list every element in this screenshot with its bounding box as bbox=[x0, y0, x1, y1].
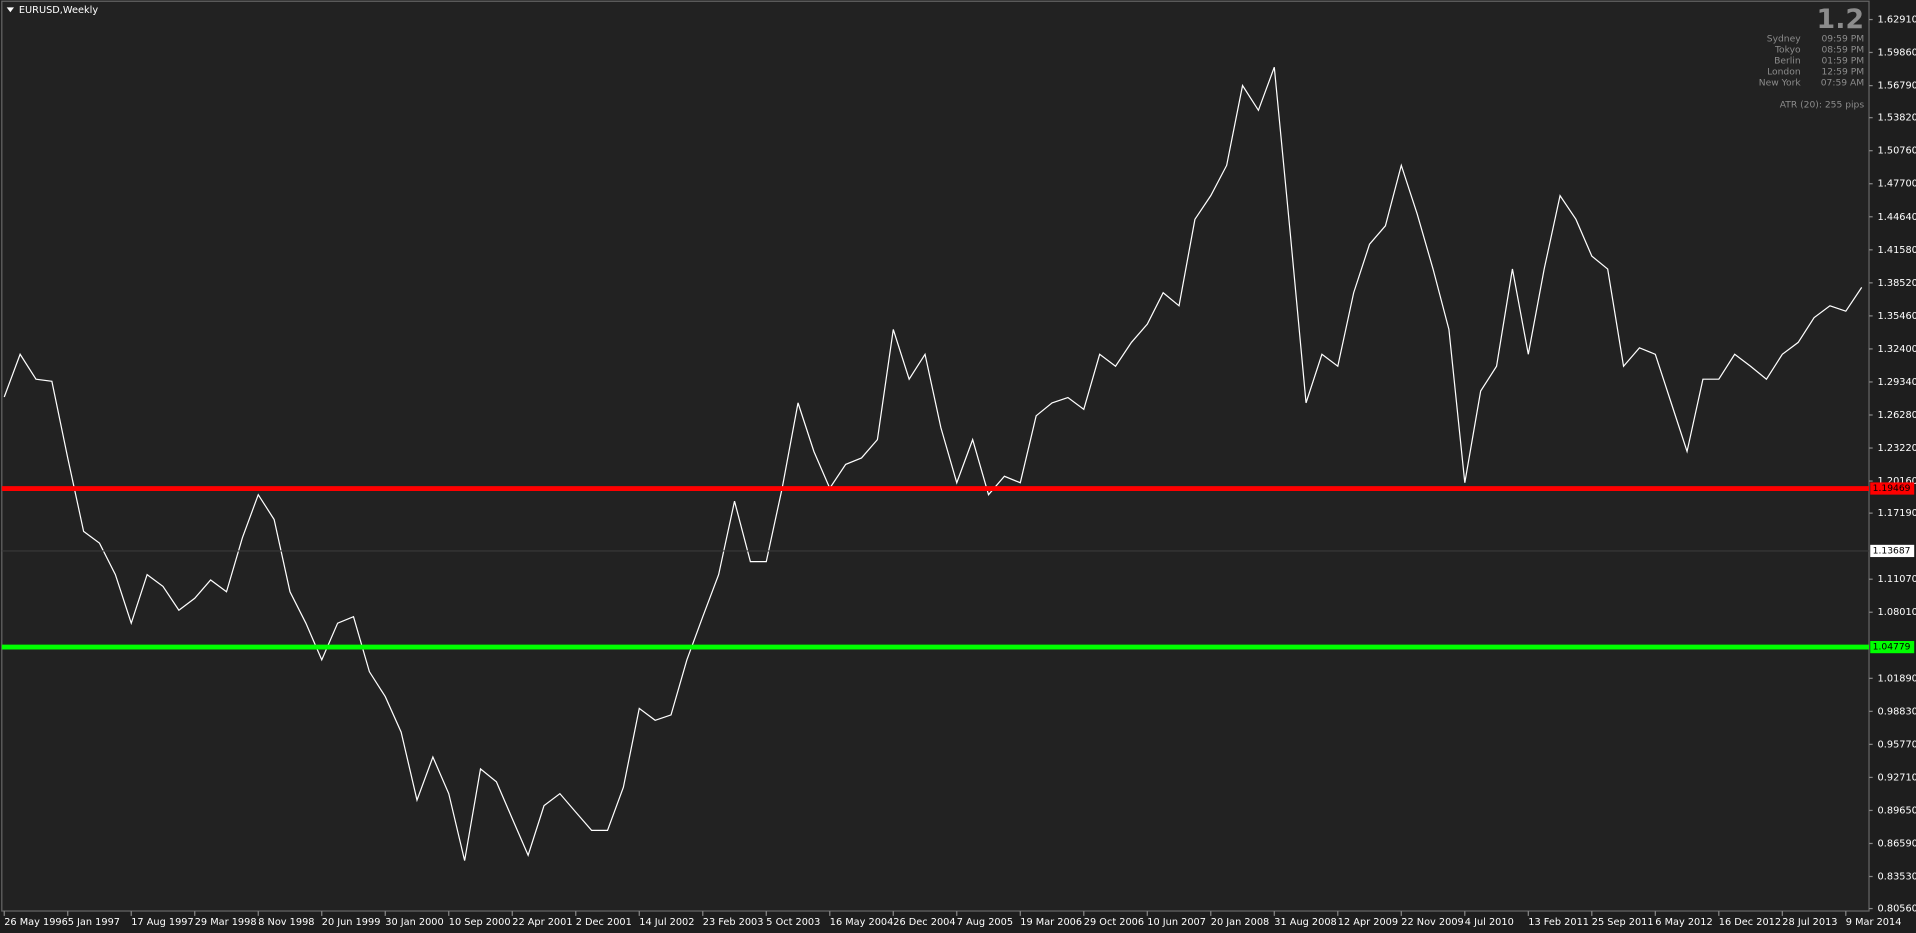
plot-area bbox=[1, 0, 1870, 912]
x-tick-label: 25 Sep 2011 bbox=[1592, 917, 1654, 928]
atr-label: ATR (20): 255 pips bbox=[1780, 101, 1865, 111]
dropdown-icon[interactable] bbox=[6, 7, 15, 13]
y-tick-label: 0.86590 bbox=[1878, 838, 1916, 849]
session-time: 07:59 AM bbox=[1821, 79, 1864, 89]
y-tick-label: 0.98830 bbox=[1878, 706, 1916, 717]
y-tick-label: 1.11070 bbox=[1878, 574, 1916, 585]
x-tick-label: 13 Feb 2011 bbox=[1528, 917, 1589, 928]
x-tick-label: 30 Jan 2000 bbox=[385, 917, 443, 928]
x-tick-label: 22 Nov 2009 bbox=[1401, 917, 1463, 928]
chart-title: EURUSD,Weekly bbox=[19, 5, 98, 16]
y-tick-label: 0.89650 bbox=[1878, 805, 1916, 816]
y-tick-label: 1.35460 bbox=[1878, 311, 1916, 322]
price-tag-label: 1.19469 bbox=[1873, 484, 1911, 494]
session-time: 08:59 PM bbox=[1821, 46, 1864, 56]
x-tick-label: 19 Mar 2006 bbox=[1020, 917, 1082, 928]
x-tick-label: 10 Sep 2000 bbox=[449, 917, 511, 928]
y-tick-label: 1.38520 bbox=[1878, 278, 1916, 289]
session-city: London bbox=[1767, 68, 1801, 78]
y-tick-label: 0.80560 bbox=[1878, 904, 1916, 915]
y-tick-label: 1.50760 bbox=[1878, 146, 1916, 157]
session-time: 09:59 PM bbox=[1821, 35, 1864, 45]
y-tick-label: 1.01890 bbox=[1878, 673, 1916, 684]
x-tick-label: 5 Jan 1997 bbox=[68, 917, 120, 928]
session-time: 12:59 PM bbox=[1821, 68, 1864, 78]
x-tick-label: 26 May 1996 bbox=[4, 917, 68, 928]
y-tick-label: 1.23220 bbox=[1878, 443, 1916, 454]
x-tick-label: 8 Nov 1998 bbox=[258, 917, 314, 928]
price-tag-label: 1.04779 bbox=[1873, 643, 1911, 653]
clock-price: 1.2 bbox=[1817, 4, 1865, 35]
price-tag bbox=[1870, 482, 1915, 495]
x-tick-label: 29 Oct 2006 bbox=[1084, 917, 1144, 928]
x-tick-label: 16 May 2004 bbox=[830, 917, 894, 928]
y-tick-label: 1.47700 bbox=[1878, 179, 1916, 190]
price-tag bbox=[1870, 544, 1915, 558]
session-time: 01:59 PM bbox=[1821, 57, 1864, 67]
y-tick-label: 1.44640 bbox=[1878, 212, 1916, 223]
y-tick-label: 1.32400 bbox=[1878, 344, 1916, 355]
y-tick-label: 1.29340 bbox=[1878, 377, 1916, 388]
y-tick-label: 1.08010 bbox=[1878, 607, 1916, 618]
y-tick-label: 0.95770 bbox=[1878, 739, 1916, 750]
x-tick-label: 31 Aug 2008 bbox=[1274, 917, 1336, 928]
y-tick-label: 1.62910 bbox=[1878, 15, 1916, 26]
session-city: New York bbox=[1759, 79, 1802, 89]
x-tick-label: 26 Dec 2004 bbox=[893, 917, 955, 928]
x-tick-label: 9 Mar 2014 bbox=[1846, 917, 1902, 928]
x-tick-label: 2 Dec 2001 bbox=[576, 917, 632, 928]
price-tag bbox=[1870, 641, 1915, 654]
price-line bbox=[3, 66, 1863, 861]
x-tick-label: 20 Jan 2008 bbox=[1211, 917, 1269, 928]
x-tick-label: 20 Jun 1999 bbox=[322, 917, 381, 928]
y-tick-label: 1.59860 bbox=[1878, 47, 1916, 58]
y-tick-label: 0.83530 bbox=[1878, 872, 1916, 883]
y-tick-label: 1.17190 bbox=[1878, 508, 1916, 519]
x-tick-label: 16 Dec 2012 bbox=[1719, 917, 1781, 928]
price-tag-label: 1.13687 bbox=[1873, 546, 1911, 556]
session-city: Sydney bbox=[1767, 35, 1801, 45]
y-tick-label: 1.41580 bbox=[1878, 245, 1916, 256]
y-tick-label: 1.26280 bbox=[1878, 410, 1916, 421]
y-tick-label: 1.20160 bbox=[1878, 476, 1916, 487]
x-tick-label: 17 Aug 1997 bbox=[131, 917, 193, 928]
x-tick-label: 10 Jun 2007 bbox=[1147, 917, 1206, 928]
x-tick-label: 23 Feb 2003 bbox=[703, 917, 764, 928]
x-tick-label: 6 May 2012 bbox=[1655, 917, 1712, 928]
x-tick-label: 28 Jul 2013 bbox=[1782, 917, 1837, 928]
y-tick-label: 1.56790 bbox=[1878, 81, 1916, 92]
session-city: Berlin bbox=[1774, 57, 1801, 67]
y-tick-label: 1.53820 bbox=[1878, 113, 1916, 124]
y-tick-label: 0.92710 bbox=[1878, 772, 1916, 783]
session-city: Tokyo bbox=[1774, 46, 1801, 56]
x-tick-label: 5 Oct 2003 bbox=[766, 917, 820, 928]
x-tick-label: 12 Apr 2009 bbox=[1338, 917, 1398, 928]
x-tick-label: 4 Jul 2010 bbox=[1465, 917, 1514, 928]
x-tick-label: 14 Jul 2002 bbox=[639, 917, 694, 928]
x-tick-label: 22 Apr 2001 bbox=[512, 917, 572, 928]
x-tick-label: 7 Aug 2005 bbox=[957, 917, 1013, 928]
x-tick-label: 29 Mar 1998 bbox=[195, 917, 257, 928]
